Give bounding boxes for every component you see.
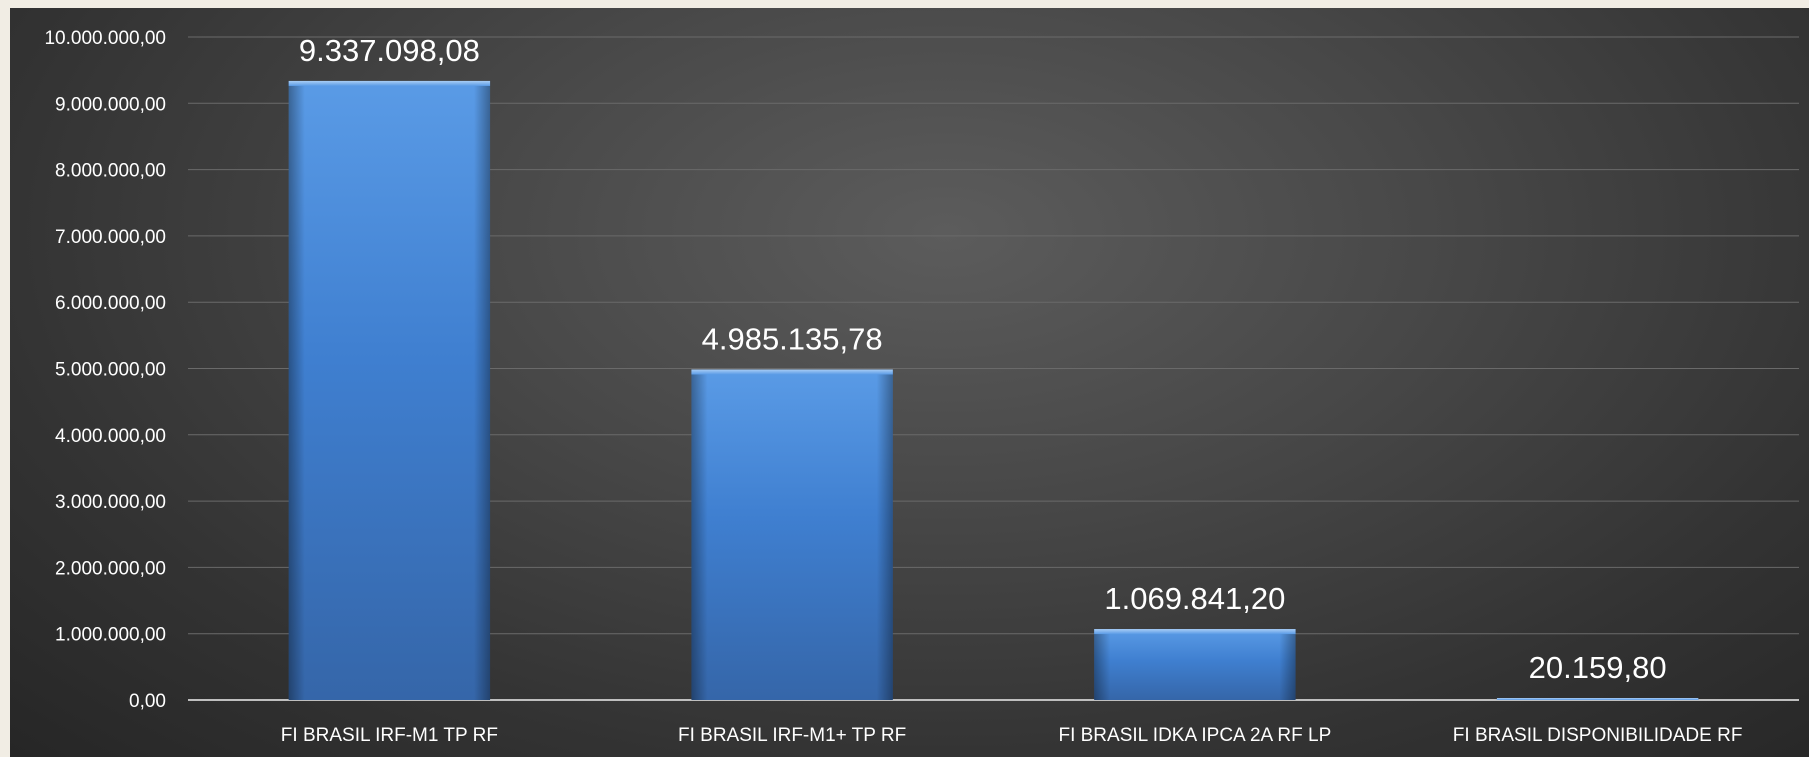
- data-label: 1.069.841,20: [1104, 581, 1285, 616]
- y-tick-label: 7.000.000,00: [55, 227, 166, 248]
- x-tick-label: FI BRASIL DISPONIBILIDADE RF: [1453, 725, 1743, 746]
- x-tick-label: FI BRASIL IRF-M1 TP RF: [281, 725, 498, 746]
- bar: [1496, 698, 1699, 700]
- x-tick-label: FI BRASIL IRF-M1+ TP RF: [678, 725, 906, 746]
- y-tick-label: 8.000.000,00: [55, 161, 166, 182]
- chart-panel: 0,00 1.000.000,00 2.000.000,00 3.000.000,00…: [10, 8, 1809, 757]
- y-tick-label: 5.000.000,00: [55, 360, 166, 381]
- y-tick-label: 4.000.000,00: [55, 426, 166, 447]
- y-tick-label: 3.000.000,00: [55, 492, 166, 513]
- bars: [288, 80, 1699, 701]
- y-tick-label: 0,00: [129, 691, 166, 712]
- y-tick-label: 2.000.000,00: [55, 558, 166, 579]
- y-tick-label: 10.000.000,00: [44, 28, 166, 49]
- y-tick-label: 9.000.000,00: [55, 94, 166, 115]
- bar: [691, 369, 893, 700]
- y-tick-label: 1.000.000,00: [55, 625, 166, 646]
- data-label: 20.159,80: [1529, 650, 1667, 685]
- x-tick-label: FI BRASIL IDKA IPCA 2A RF LP: [1058, 725, 1331, 746]
- data-label: 4.985.135,78: [702, 321, 883, 356]
- y-tick-label: 6.000.000,00: [55, 293, 166, 314]
- data-labels: 9.337.098,08 4.985.135,78 1.069.841,20 20.1…: [299, 33, 1667, 685]
- bar: [288, 80, 491, 701]
- bar-chart: 0,00 1.000.000,00 2.000.000,00 3.000.000,00…: [44, 28, 1799, 746]
- bar: [1094, 629, 1296, 700]
- x-axis-tick-labels: FI BRASIL IRF-M1 TP RF FI BRASIL IRF-M1+ …: [281, 725, 1743, 746]
- y-axis-tick-labels: 0,00 1.000.000,00 2.000.000,00 3.000.000,00…: [44, 28, 166, 712]
- data-label: 9.337.098,08: [299, 33, 480, 68]
